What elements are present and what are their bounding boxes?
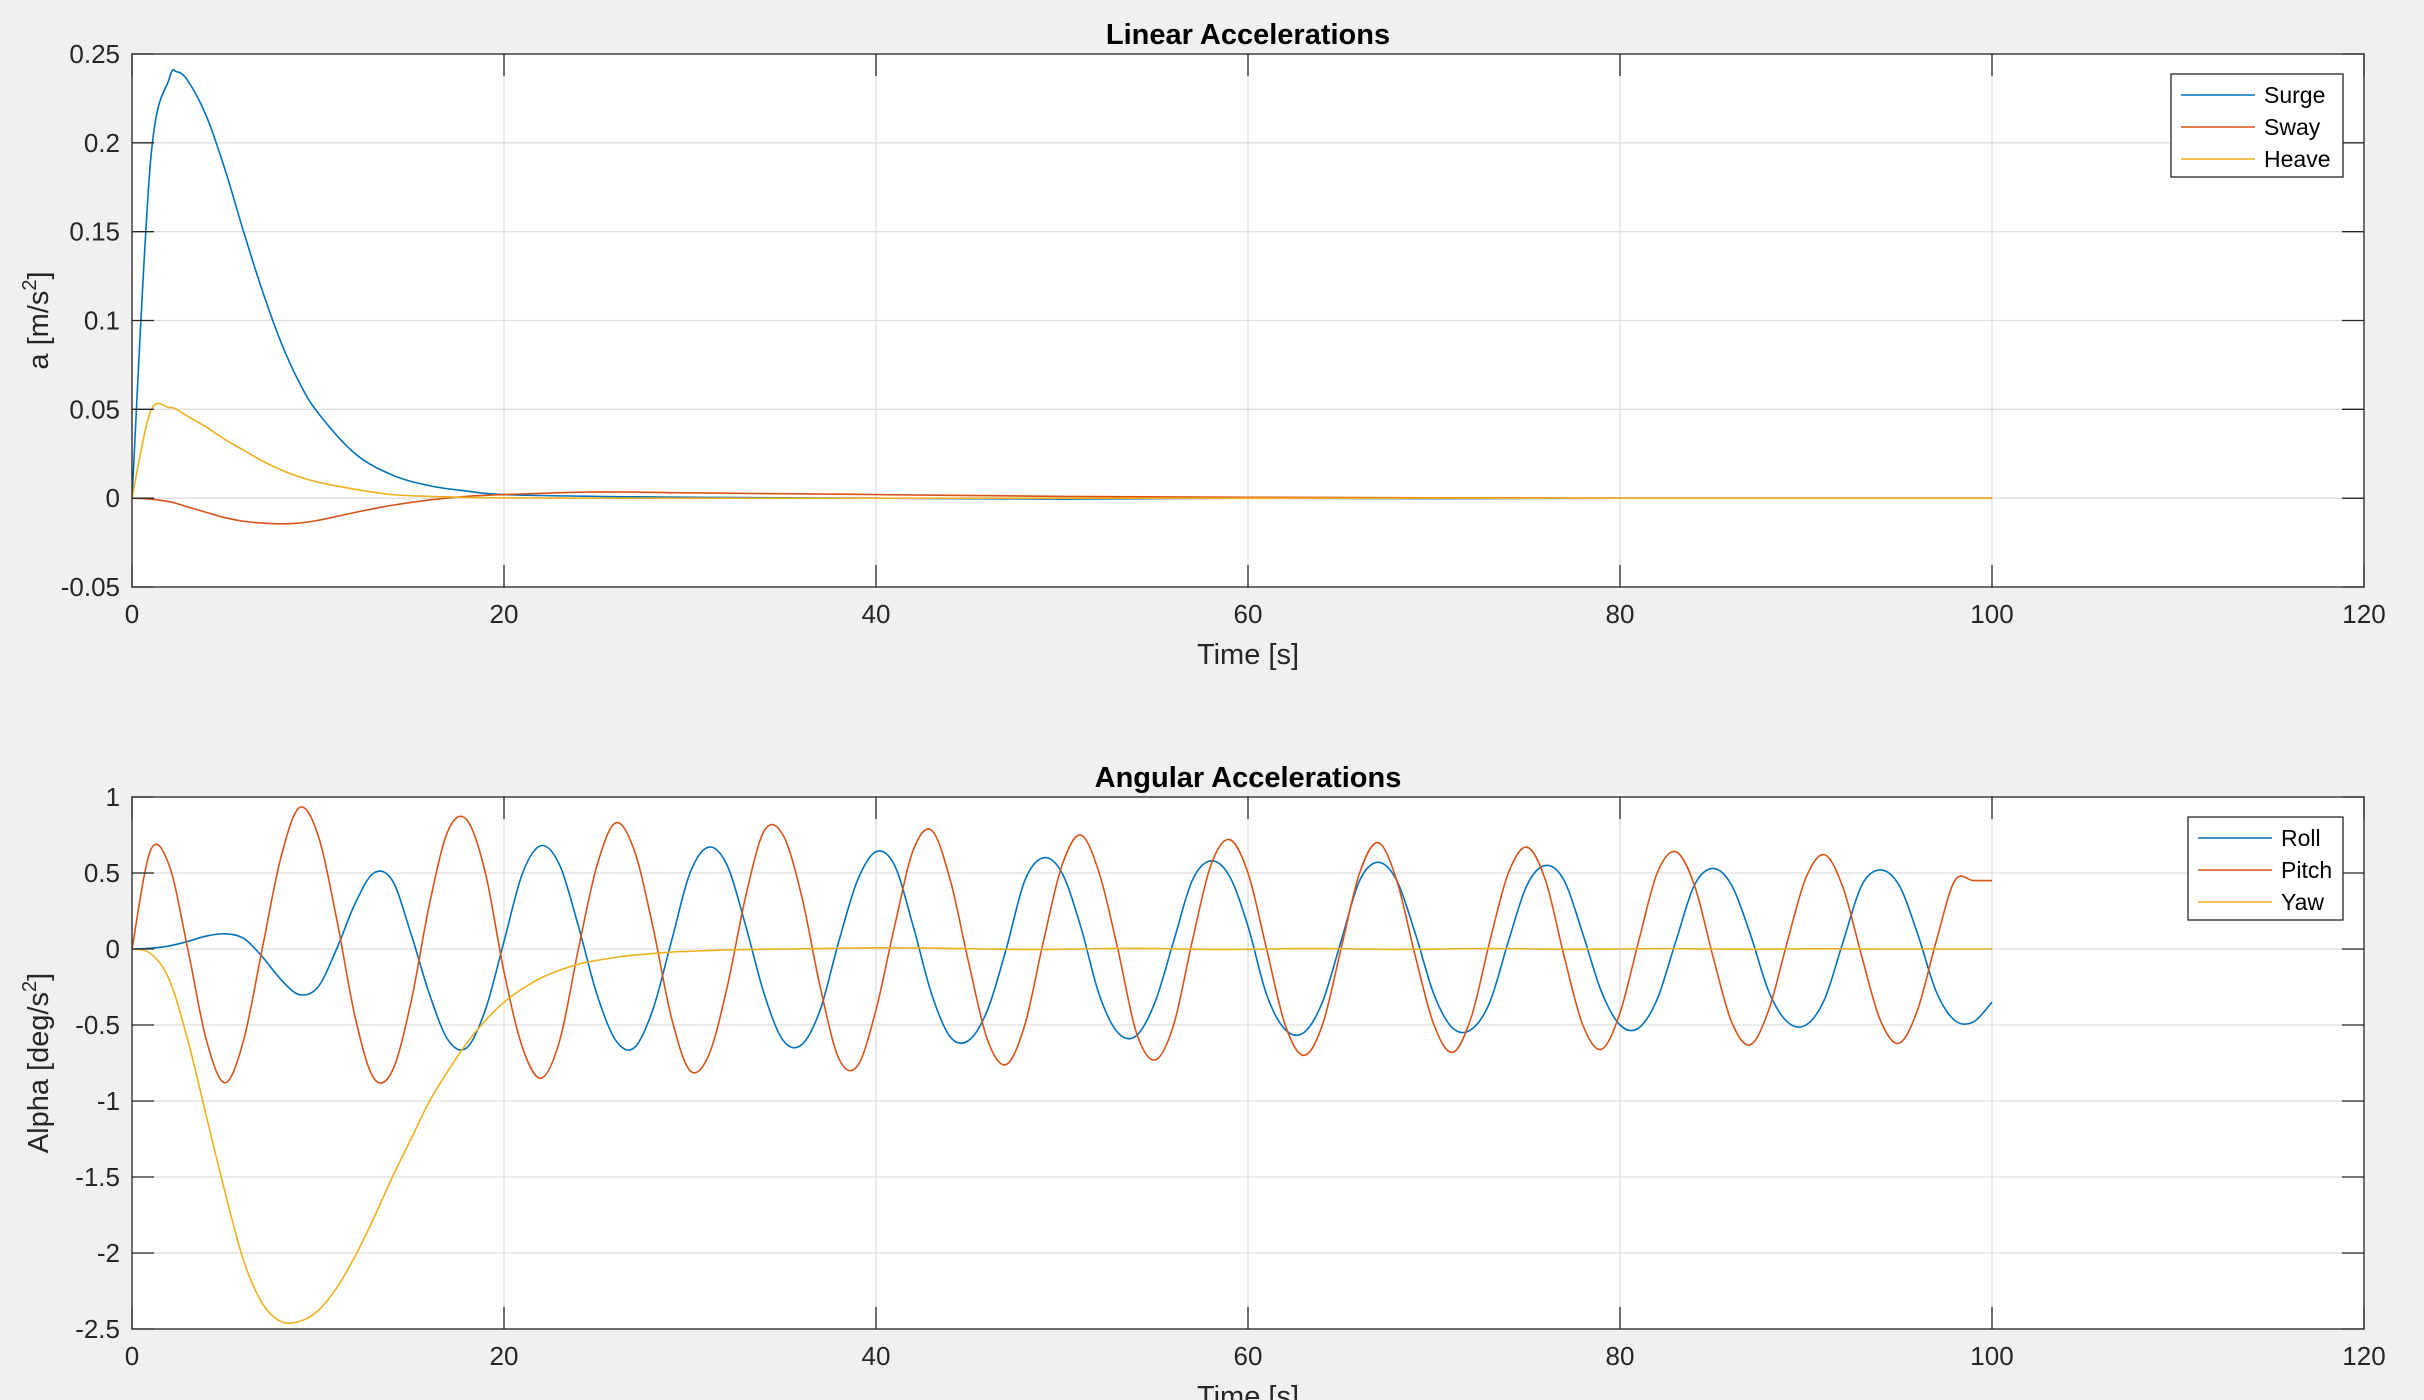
legend-box — [2170, 73, 2344, 178]
y-tick-label: -0.5 — [75, 1010, 120, 1040]
x-tick-label: 100 — [1970, 1341, 2013, 1371]
x-tick-label: 20 — [490, 599, 519, 629]
y-tick-label: 0.25 — [69, 39, 120, 69]
angular-accelerations-axes: 0 20 40 60 80 100 120 -2.5 -2 -1.5 -1 -0.5 0 0.5 1 Angu… — [19, 762, 2386, 1400]
series-line-pitch — [132, 806, 1992, 1084]
y-axis-label-end: ] — [23, 973, 55, 981]
legend-entry-heave: Heave — [2264, 146, 2330, 172]
y-axis-label: a [m/s2] — [19, 271, 55, 369]
legend-entry-pitch: Pitch — [2281, 857, 2332, 883]
legend-entry-surge: Surge — [2264, 82, 2325, 108]
legend-box — [2187, 816, 2344, 921]
x-axis-label: Time [s] — [1197, 1381, 1299, 1400]
x-tick-label: 80 — [1606, 1341, 1635, 1371]
y-axis-label: Alpha [deg/s2] — [19, 973, 55, 1153]
y-tick-label: 0.1 — [84, 306, 120, 336]
series-line-yaw — [132, 946, 1992, 1325]
y-tick-label: -0.05 — [61, 572, 120, 602]
legend: Surge Sway Heave — [2170, 73, 2344, 178]
x-tick-label: 40 — [862, 599, 891, 629]
y-tick-label: 1 — [106, 782, 120, 812]
y-axis-label-main: a [m/s — [23, 291, 55, 370]
y-axis-label-sup: 2 — [19, 981, 41, 992]
y-tick-label: -1.5 — [75, 1162, 120, 1192]
legend-entry-sway: Sway — [2264, 114, 2321, 140]
y-tick-label: 0 — [106, 934, 120, 964]
x-tick-label: 60 — [1234, 599, 1263, 629]
x-tick-label: 120 — [2342, 599, 2385, 629]
x-tick-label: 0 — [125, 1341, 139, 1371]
y-tick-label: 0.2 — [84, 128, 120, 158]
series-line-roll — [132, 844, 1993, 1051]
y-tick-label: -2.5 — [75, 1314, 120, 1344]
y-axis-label-sup: 2 — [19, 279, 41, 290]
y-tick-label: 0.5 — [84, 858, 120, 888]
y-axis-label-main: Alpha [deg/s — [23, 992, 55, 1153]
y-tick-label: -1 — [97, 1086, 120, 1116]
chart-title: Linear Accelerations — [1106, 19, 1390, 51]
y-tick-label: -2 — [97, 1238, 120, 1268]
series-group — [132, 806, 1993, 1325]
legend-entry-yaw: Yaw — [2281, 889, 2324, 915]
y-tick-label: 0.05 — [69, 394, 120, 424]
x-tick-label: 40 — [862, 1341, 891, 1371]
x-tick-label: 100 — [1970, 599, 2013, 629]
x-tick-label: 0 — [125, 599, 139, 629]
x-tick-label: 60 — [1234, 1341, 1263, 1371]
linear-accelerations-axes: 0 20 40 60 80 100 120-0.0500.050.10.150.20.25L… — [19, 19, 2386, 671]
y-tick-label: 0.15 — [69, 217, 120, 247]
series-group — [132, 68, 1992, 525]
chart-title: Angular Accelerations — [1095, 762, 1402, 794]
x-tick-label: 20 — [490, 1341, 519, 1371]
y-axis-label-end: ] — [23, 271, 55, 279]
legend: Roll Pitch Yaw — [2187, 816, 2344, 921]
x-tick-label: 120 — [2342, 1341, 2385, 1371]
x-tick-label: 80 — [1606, 599, 1635, 629]
y-tick-label: 0 — [106, 483, 120, 513]
series-line-heave — [132, 402, 1992, 499]
legend-entry-roll: Roll — [2281, 825, 2321, 851]
x-axis-label: Time [s] — [1197, 639, 1299, 671]
